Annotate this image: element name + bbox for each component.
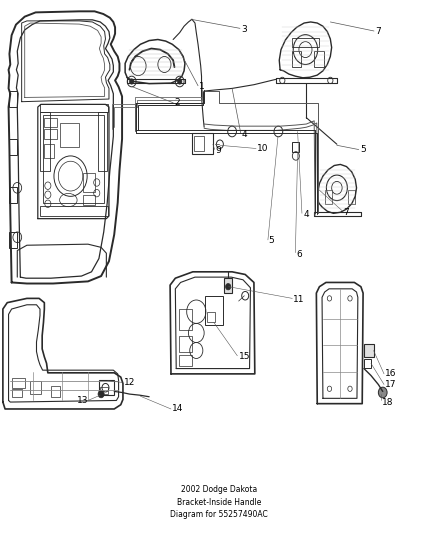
Circle shape (98, 390, 104, 398)
Bar (83, 195, 95, 205)
Text: 6: 6 (296, 250, 302, 259)
Bar (348, 190, 355, 204)
Text: 4: 4 (242, 130, 247, 139)
Bar (314, 51, 324, 67)
Circle shape (130, 79, 134, 84)
Bar (194, 136, 204, 151)
Bar (40, 112, 49, 171)
Bar (100, 387, 108, 393)
Text: 15: 15 (239, 352, 250, 361)
Text: 13: 13 (77, 396, 88, 405)
Circle shape (226, 284, 231, 290)
Bar (9, 187, 17, 203)
Bar (44, 130, 57, 139)
Bar (40, 104, 108, 112)
Text: 7: 7 (343, 208, 349, 217)
Text: 3: 3 (242, 25, 247, 34)
Text: 1: 1 (199, 82, 205, 91)
Bar (51, 386, 60, 397)
Bar (364, 359, 371, 368)
Text: 2002 Dodge Dakota
Bracket-Inside Handle
Diagram for 55257490AC: 2002 Dodge Dakota Bracket-Inside Handle … (170, 485, 268, 519)
Text: 10: 10 (258, 144, 269, 153)
Text: 4: 4 (303, 210, 309, 219)
Bar (83, 173, 95, 192)
Text: 5: 5 (269, 237, 275, 246)
Bar (224, 278, 232, 293)
Text: 7: 7 (375, 27, 381, 36)
Text: 18: 18 (382, 398, 394, 407)
Text: 11: 11 (293, 295, 305, 304)
Bar (44, 118, 57, 127)
Bar (179, 336, 192, 352)
Bar (12, 378, 25, 387)
Bar (292, 38, 318, 47)
Bar (179, 309, 192, 330)
Bar (99, 380, 114, 395)
Text: 9: 9 (215, 146, 221, 155)
Circle shape (378, 387, 387, 398)
Text: 12: 12 (124, 378, 135, 387)
Bar (325, 190, 332, 204)
Bar (98, 112, 107, 171)
Bar (205, 296, 223, 325)
Text: 17: 17 (385, 380, 396, 389)
Text: 5: 5 (360, 145, 366, 154)
Bar (44, 144, 54, 158)
Bar (179, 355, 192, 367)
Bar (40, 206, 108, 216)
Bar (192, 133, 213, 154)
Bar (292, 142, 299, 152)
Bar (30, 381, 41, 394)
Bar (364, 344, 374, 357)
Bar (60, 123, 79, 147)
Circle shape (177, 79, 182, 84)
Bar (292, 51, 301, 67)
Bar (207, 312, 215, 322)
Text: 2: 2 (174, 98, 180, 107)
Bar (9, 91, 17, 107)
Bar (43, 115, 104, 203)
Text: 16: 16 (385, 369, 396, 378)
Bar (9, 232, 17, 248)
Text: 14: 14 (172, 405, 183, 414)
Bar (9, 139, 17, 155)
Bar (12, 389, 21, 397)
